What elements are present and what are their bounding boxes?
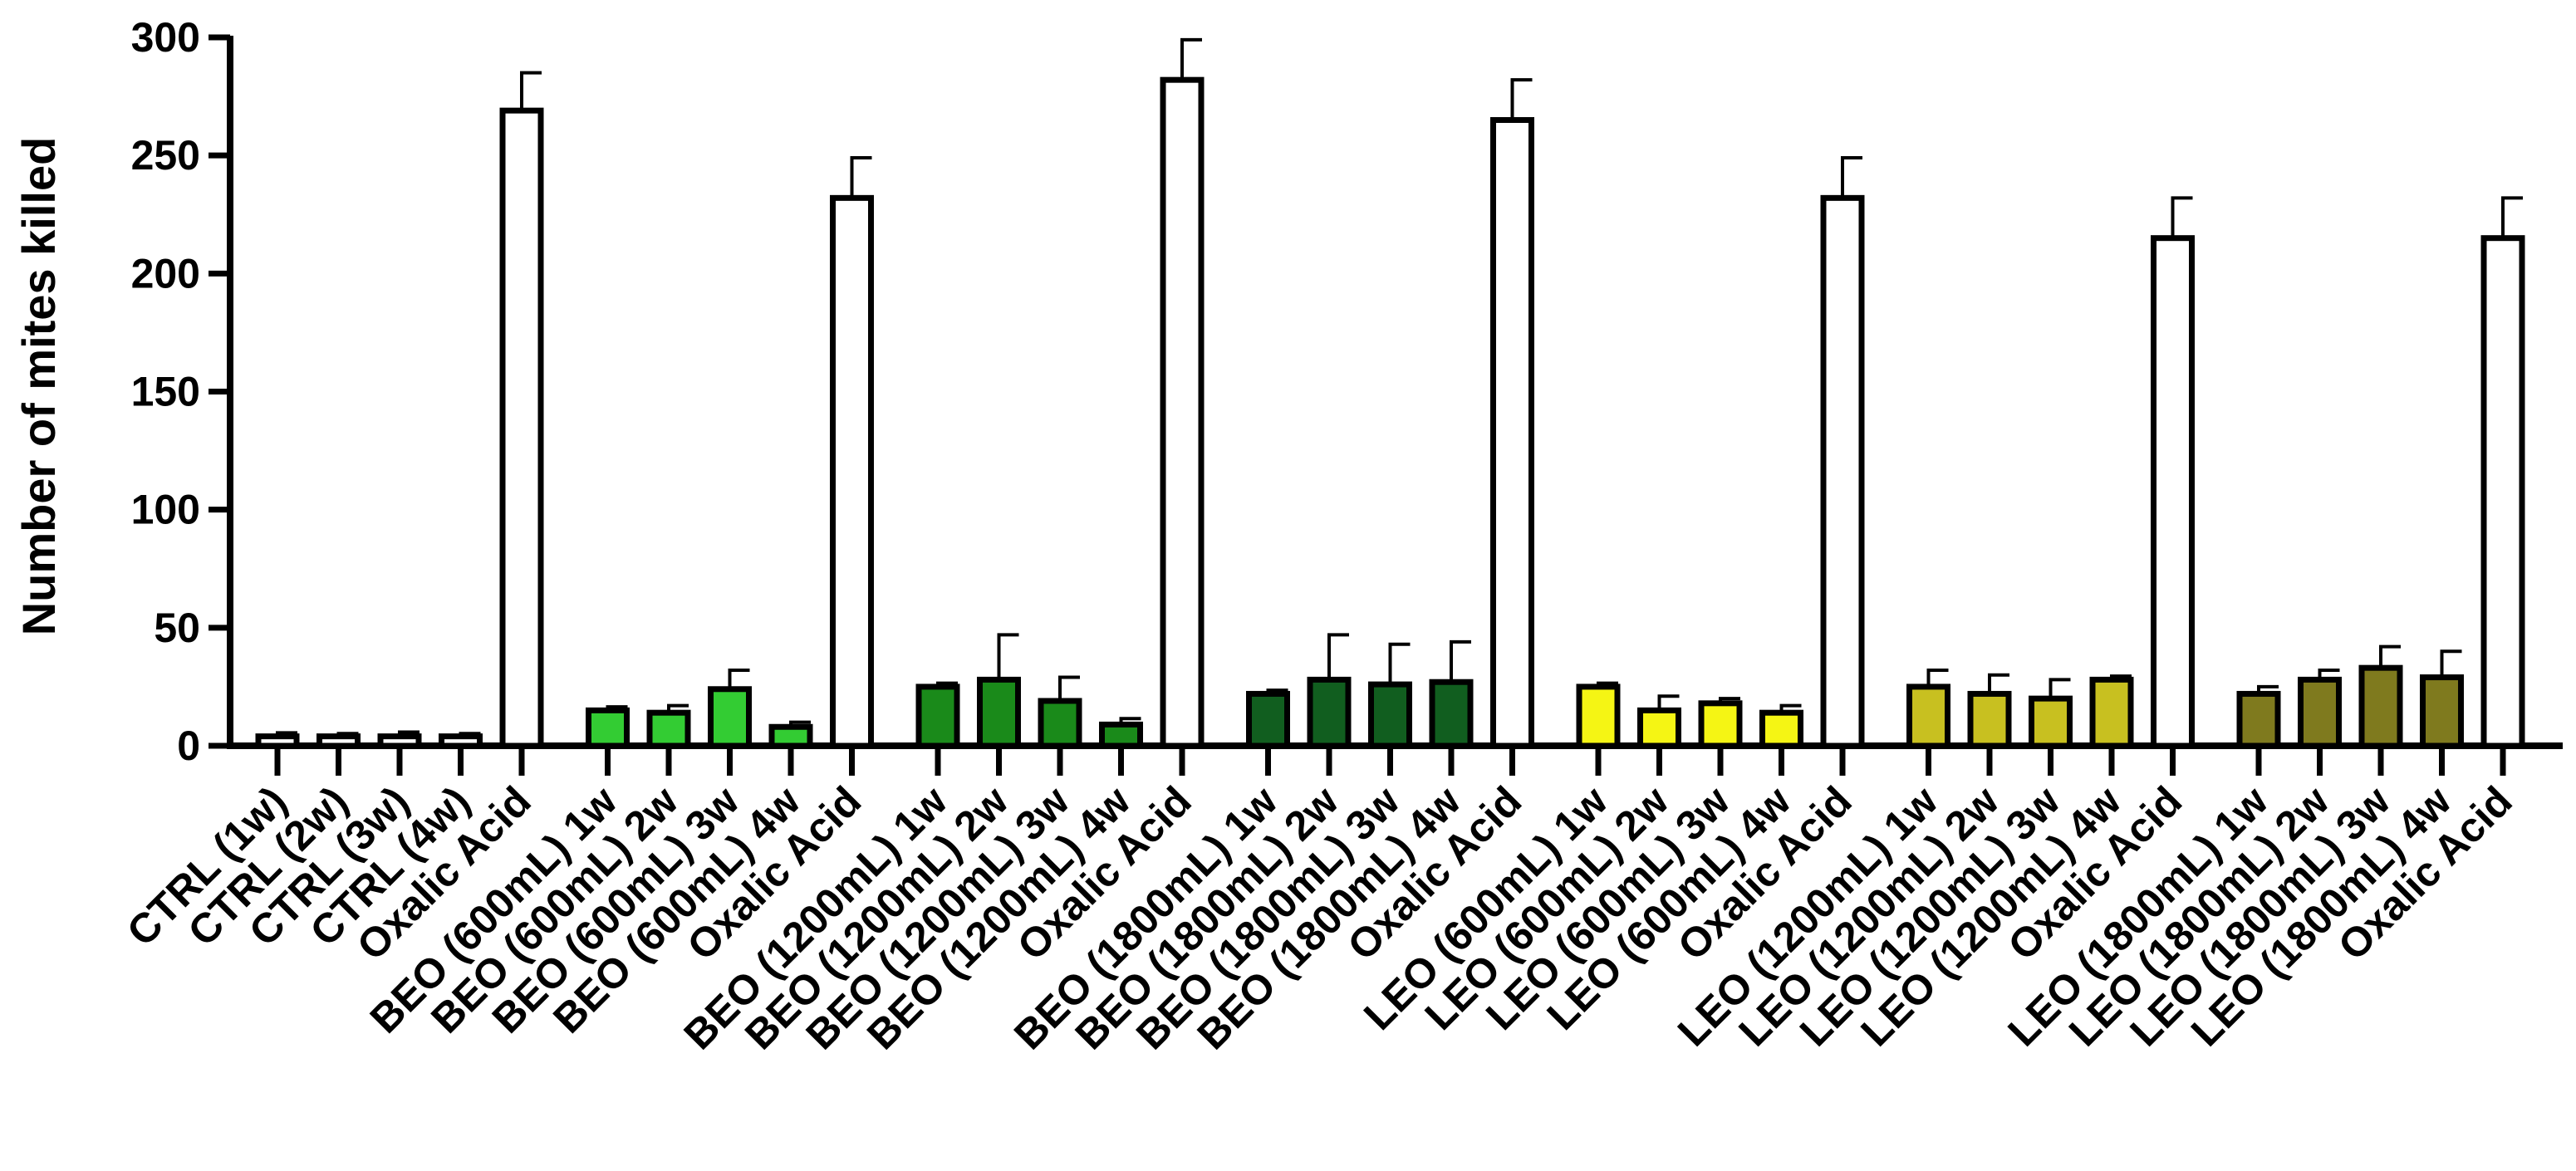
bar	[1967, 690, 2012, 749]
y-tick-label: 200	[131, 250, 200, 296]
bar	[1307, 676, 1352, 749]
bar	[830, 194, 874, 749]
bar	[977, 676, 1021, 749]
bar	[1246, 690, 1290, 749]
bar	[1698, 700, 1743, 749]
bar	[2298, 676, 2342, 749]
bar	[2151, 235, 2195, 749]
bar	[2358, 664, 2403, 749]
bar	[1820, 194, 1865, 749]
bar	[2089, 676, 2134, 749]
bar	[2236, 690, 2281, 749]
y-axis-title: Number of mites killed	[12, 137, 65, 636]
bar	[1038, 698, 1082, 749]
bar	[586, 707, 630, 749]
bar	[708, 686, 752, 749]
bar	[915, 683, 960, 749]
bar	[1637, 707, 1681, 749]
bar	[646, 709, 691, 749]
bar	[1906, 683, 1950, 749]
category-labels: CTRL (1w)CTRL (2w)CTRL (3w)CTRL (4w)Oxal…	[118, 777, 2521, 1058]
y-tick-label: 100	[131, 487, 200, 533]
bar	[768, 723, 813, 749]
bar	[1759, 709, 1803, 749]
x-axis	[227, 742, 2563, 776]
bar	[499, 107, 544, 749]
bar	[1099, 721, 1143, 749]
y-tick-label: 250	[131, 132, 200, 179]
y-tick-label: 50	[154, 605, 200, 651]
bar	[2029, 695, 2073, 749]
bar	[439, 733, 483, 749]
y-tick-label: 300	[131, 14, 200, 61]
bar	[1160, 76, 1205, 749]
y-axis: 0 50 100 150 200 250 300	[131, 14, 233, 769]
error-bars	[276, 37, 2523, 737]
bar	[255, 733, 300, 749]
bar	[316, 733, 361, 749]
y-tick-label: 150	[131, 369, 200, 415]
bar	[1368, 681, 1412, 749]
bar	[1576, 683, 1621, 749]
bar	[2420, 674, 2464, 749]
bar	[1429, 679, 1474, 749]
bar	[1490, 117, 1534, 749]
y-tick-label: 0	[177, 723, 200, 769]
bar	[2480, 235, 2525, 749]
bar	[377, 733, 422, 749]
